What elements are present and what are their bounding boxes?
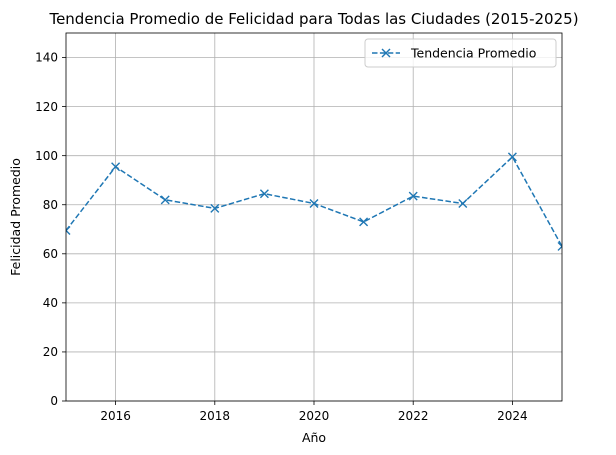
x-tick-label: 2018: [200, 409, 231, 423]
data-point-marker: [557, 241, 562, 251]
data-point-marker: [111, 162, 121, 172]
x-tick-label: 2022: [398, 409, 429, 423]
legend-box: [364, 38, 557, 68]
y-tick-label: 140: [35, 51, 58, 65]
y-tick-label: 0: [50, 394, 58, 408]
y-tick-label: 20: [43, 345, 58, 359]
grid: [66, 33, 562, 402]
y-tick-label: 80: [43, 198, 58, 212]
ticks: 2016 2018 2020 2022 2024 0 20 40 60 80 100 120 140: [35, 51, 528, 423]
y-tick-label: 100: [35, 149, 58, 163]
data-point-marker: [66, 225, 71, 235]
y-tick-label: 60: [43, 247, 58, 261]
data-point-marker: [359, 217, 369, 227]
x-tick-label: 2020: [299, 409, 330, 423]
y-tick-label: 40: [43, 296, 58, 310]
data-point-marker: [259, 189, 269, 199]
series-group: [66, 152, 562, 251]
y-tick-label: 120: [35, 100, 58, 114]
series-layer: [66, 152, 562, 251]
y-axis-label: Felicidad Promedio: [8, 158, 23, 276]
x-tick-label: 2016: [100, 409, 131, 423]
x-tick-label: 2024: [497, 409, 528, 423]
data-point-marker: [210, 203, 220, 213]
data-point-marker: [458, 199, 468, 209]
x-axis-label: Año: [302, 430, 326, 445]
legend-label: Tendencia Promedio: [410, 46, 536, 61]
legend-marker-sample: [381, 48, 391, 58]
data-point-marker: [160, 195, 170, 205]
chart-title: Tendencia Promedio de Felicidad para Tod…: [48, 10, 578, 28]
data-point-marker: [507, 152, 517, 162]
data-point-marker: [309, 199, 319, 209]
legend: Tendencia Promedio: [364, 38, 557, 68]
data-point-marker: [408, 191, 418, 201]
